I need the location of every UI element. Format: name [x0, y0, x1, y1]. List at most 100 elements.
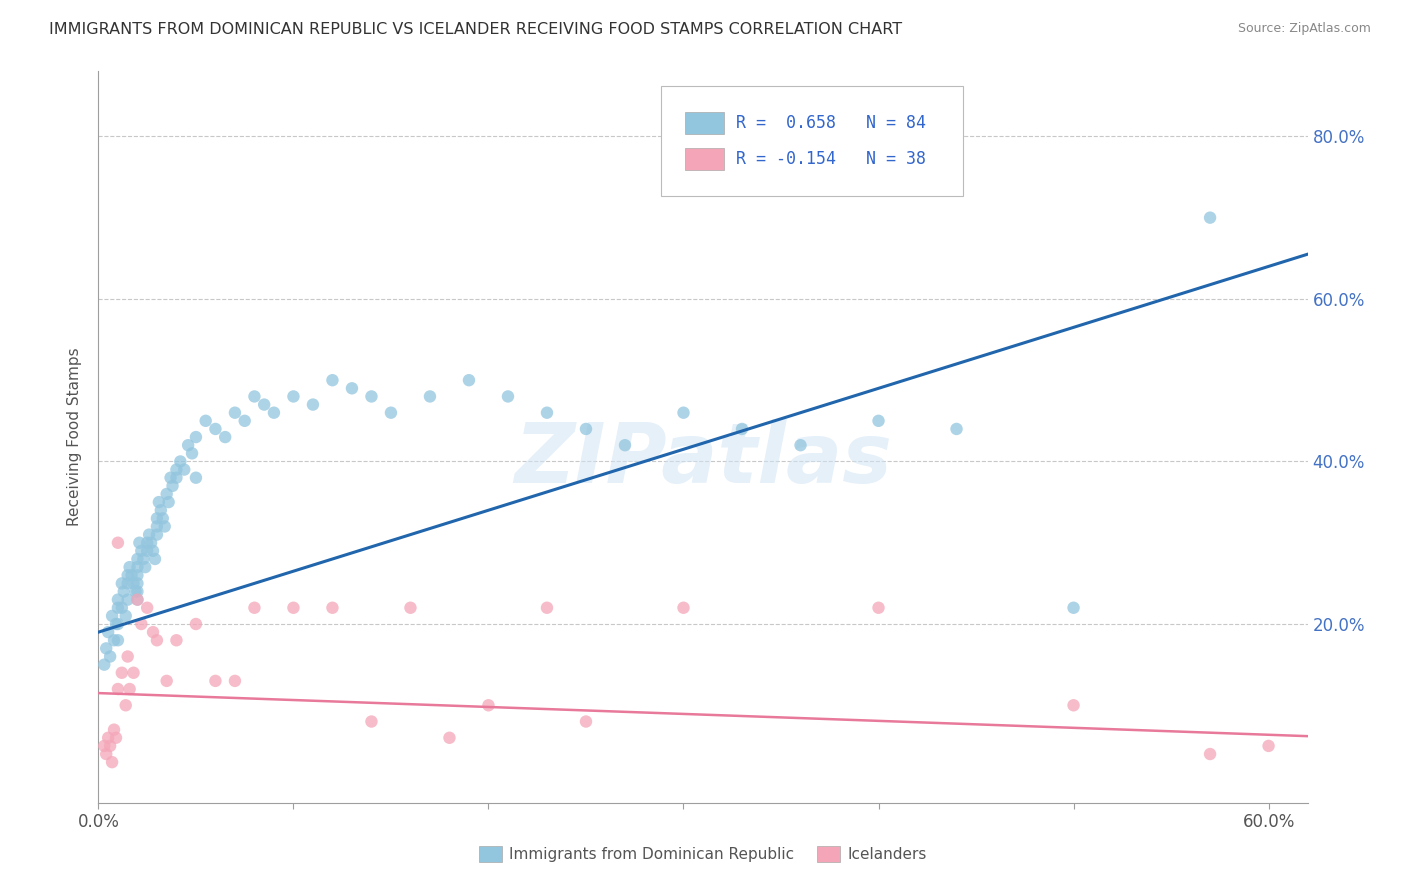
Point: [204, 673, 226, 688]
Point: [165, 462, 187, 476]
Point: [146, 527, 169, 541]
Point: [136, 544, 159, 558]
Point: [672, 406, 695, 420]
Point: [458, 373, 481, 387]
Point: [93, 739, 115, 753]
Point: [283, 600, 305, 615]
Point: [283, 389, 305, 403]
Point: [127, 568, 149, 582]
Point: [496, 389, 519, 403]
FancyBboxPatch shape: [661, 86, 963, 195]
Point: [575, 422, 598, 436]
Point: [194, 414, 217, 428]
Point: [146, 511, 169, 525]
Point: [127, 584, 149, 599]
Point: [243, 600, 266, 615]
Text: ZIPatlas: ZIPatlas: [515, 418, 891, 500]
Point: [118, 681, 141, 696]
Point: [536, 406, 558, 420]
Point: [169, 454, 191, 468]
Point: [181, 446, 204, 460]
Point: [233, 414, 256, 428]
Point: [98, 739, 121, 753]
Text: Source: ZipAtlas.com: Source: ZipAtlas.com: [1237, 22, 1371, 36]
Point: [1257, 739, 1279, 753]
Point: [321, 600, 343, 615]
Point: [114, 698, 136, 713]
Point: [536, 600, 558, 615]
Point: [96, 641, 118, 656]
Text: IMMIGRANTS FROM DOMINICAN REPUBLIC VS ICELANDER RECEIVING FOOD STAMPS CORRELATIO: IMMIGRANTS FROM DOMINICAN REPUBLIC VS IC…: [49, 22, 903, 37]
Point: [165, 633, 187, 648]
Point: [103, 633, 125, 648]
Point: [112, 584, 135, 599]
Point: [156, 487, 179, 501]
Y-axis label: Receiving Food Stamps: Receiving Food Stamps: [67, 348, 83, 526]
Point: [789, 438, 811, 452]
FancyBboxPatch shape: [685, 112, 724, 134]
Point: [156, 673, 179, 688]
Point: [159, 471, 181, 485]
Legend: Immigrants from Dominican Republic, Icelanders: Immigrants from Dominican Republic, Icel…: [472, 840, 934, 868]
Point: [107, 633, 129, 648]
Point: [1199, 211, 1222, 225]
Point: [945, 422, 967, 436]
Point: [204, 422, 226, 436]
Point: [127, 592, 149, 607]
Point: [138, 527, 160, 541]
Point: [340, 381, 363, 395]
Point: [132, 552, 155, 566]
Point: [184, 617, 207, 632]
Point: [380, 406, 402, 420]
Point: [107, 600, 129, 615]
Point: [131, 544, 153, 558]
Point: [214, 430, 236, 444]
Point: [139, 535, 162, 549]
Point: [114, 608, 136, 623]
Point: [477, 698, 499, 713]
Point: [117, 592, 139, 607]
Point: [399, 600, 422, 615]
Point: [127, 552, 149, 566]
Point: [868, 414, 890, 428]
Point: [439, 731, 461, 745]
Point: [419, 389, 441, 403]
Point: [321, 373, 343, 387]
Point: [152, 511, 174, 525]
Point: [143, 552, 166, 566]
Point: [98, 649, 121, 664]
Point: [117, 649, 139, 664]
Point: [111, 600, 134, 615]
Point: [224, 673, 246, 688]
Point: [1063, 600, 1085, 615]
Point: [146, 519, 169, 533]
Point: [104, 617, 127, 632]
Point: [149, 503, 172, 517]
Point: [148, 495, 170, 509]
Point: [124, 584, 146, 599]
Point: [153, 519, 176, 533]
Point: [360, 389, 382, 403]
Point: [97, 731, 120, 745]
Point: [111, 665, 134, 680]
Point: [1063, 698, 1085, 713]
Point: [127, 576, 149, 591]
Text: R = -0.154   N = 38: R = -0.154 N = 38: [735, 150, 925, 168]
Point: [101, 608, 124, 623]
Point: [131, 617, 153, 632]
Point: [117, 568, 139, 582]
Point: [173, 462, 195, 476]
Point: [614, 438, 637, 452]
Point: [731, 422, 754, 436]
Point: [122, 665, 145, 680]
Point: [127, 560, 149, 574]
Point: [868, 600, 890, 615]
Point: [121, 568, 143, 582]
Point: [101, 755, 124, 769]
Point: [360, 714, 382, 729]
Point: [224, 406, 246, 420]
Point: [107, 617, 129, 632]
Point: [103, 723, 125, 737]
Point: [107, 681, 129, 696]
Point: [157, 495, 180, 509]
